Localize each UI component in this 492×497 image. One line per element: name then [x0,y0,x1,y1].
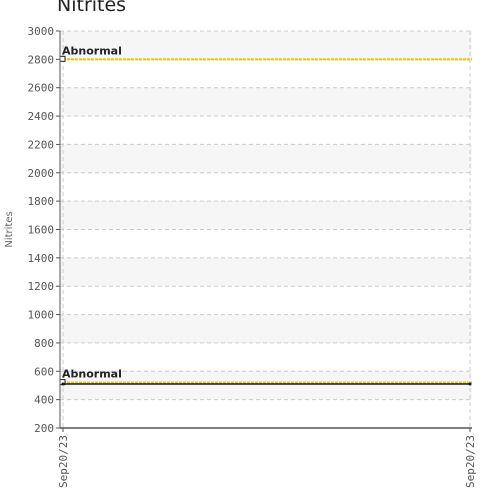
y-axis-ticks: 200 400 600 800 1000 1200 1400 1600 1800 2000 2200… [28,25,60,435]
y-tick-label: 400 [34,394,54,407]
y-tick-label: 800 [34,337,54,350]
plot-band [60,31,472,60]
y-tick-label: 2800 [28,53,55,66]
y-tick-label: 2200 [28,138,55,151]
y-tick-label: 600 [34,365,54,378]
y-tick-label: 2000 [28,167,55,180]
y-tick-label: 2400 [28,110,55,123]
series-point [61,382,65,386]
plot-band [60,201,472,230]
x-tick-label: Sep20/23 [57,435,70,488]
plot-band [60,257,472,287]
plot-band [60,371,472,400]
reference-label: Abnormal [62,368,122,381]
y-tick-label: 1200 [28,280,55,293]
y-tick-label: 200 [34,422,54,435]
y-axis-label: Nitrites [4,211,15,247]
plot-band [60,87,472,117]
y-tick-label: 1800 [28,195,55,208]
y-tick-label: 1000 [28,309,55,322]
y-tick-label: 1600 [28,224,55,237]
reference-label: Abnormal [62,44,122,57]
series-layer [61,382,472,386]
x-tick-label: Sep20/23 [464,435,477,488]
plot-band [60,314,472,343]
series-point [468,382,472,386]
chart-title: Nitrites [57,0,127,16]
y-tick-label: 1400 [28,252,55,265]
reference-lines: Abnormal Abnormal [59,44,472,386]
plot-band [60,144,472,173]
y-tick-label: 3000 [28,25,55,38]
x-axis-ticks: Sep20/23 Sep20/23 [57,428,477,488]
plot-bands [60,31,472,400]
grid-lines [60,30,472,428]
y-tick-label: 2600 [28,82,55,95]
